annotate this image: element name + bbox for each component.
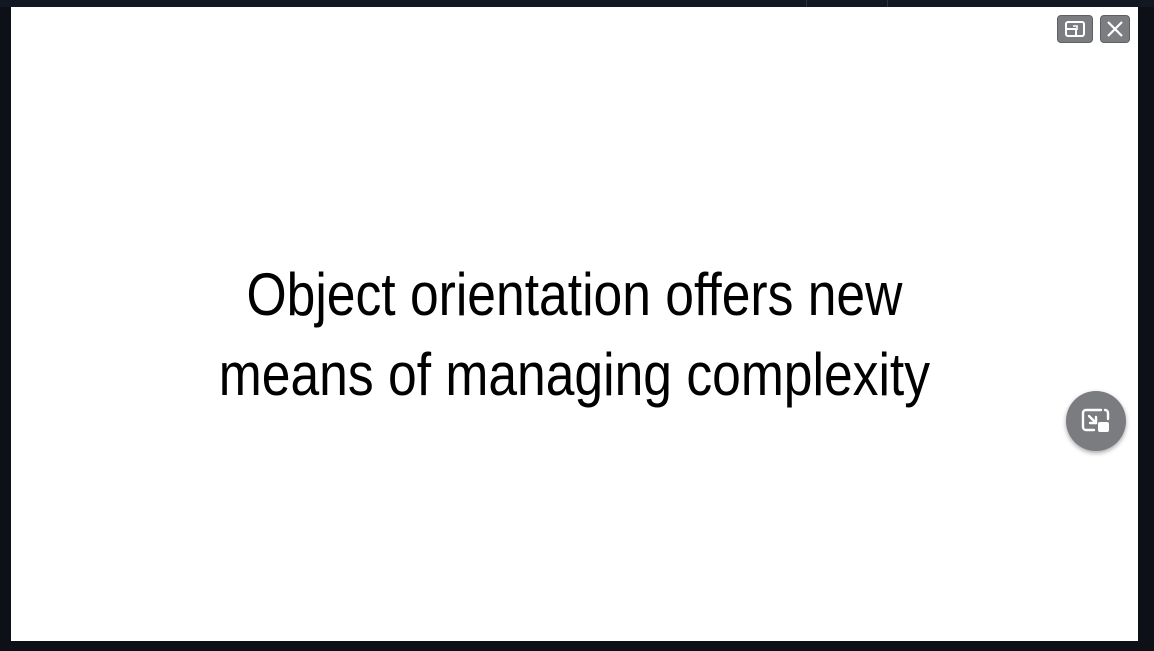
slide-line-1: Object orientation offers new	[246, 261, 903, 328]
slide-text: Object orientation offers new means of m…	[90, 255, 1059, 415]
slide-window: Object orientation offers new means of m…	[11, 7, 1138, 641]
restore-window-button[interactable]	[1057, 15, 1093, 43]
restore-window-icon	[1065, 21, 1085, 37]
slide-line-2: means of managing complexity	[218, 341, 931, 408]
top-strip-divider	[887, 0, 888, 7]
top-strip-divider	[806, 0, 807, 7]
close-icon	[1107, 21, 1123, 37]
picture-in-picture-button[interactable]	[1066, 391, 1126, 451]
picture-in-picture-icon	[1081, 408, 1110, 432]
top-strip	[0, 0, 1154, 7]
close-button[interactable]	[1100, 15, 1130, 43]
